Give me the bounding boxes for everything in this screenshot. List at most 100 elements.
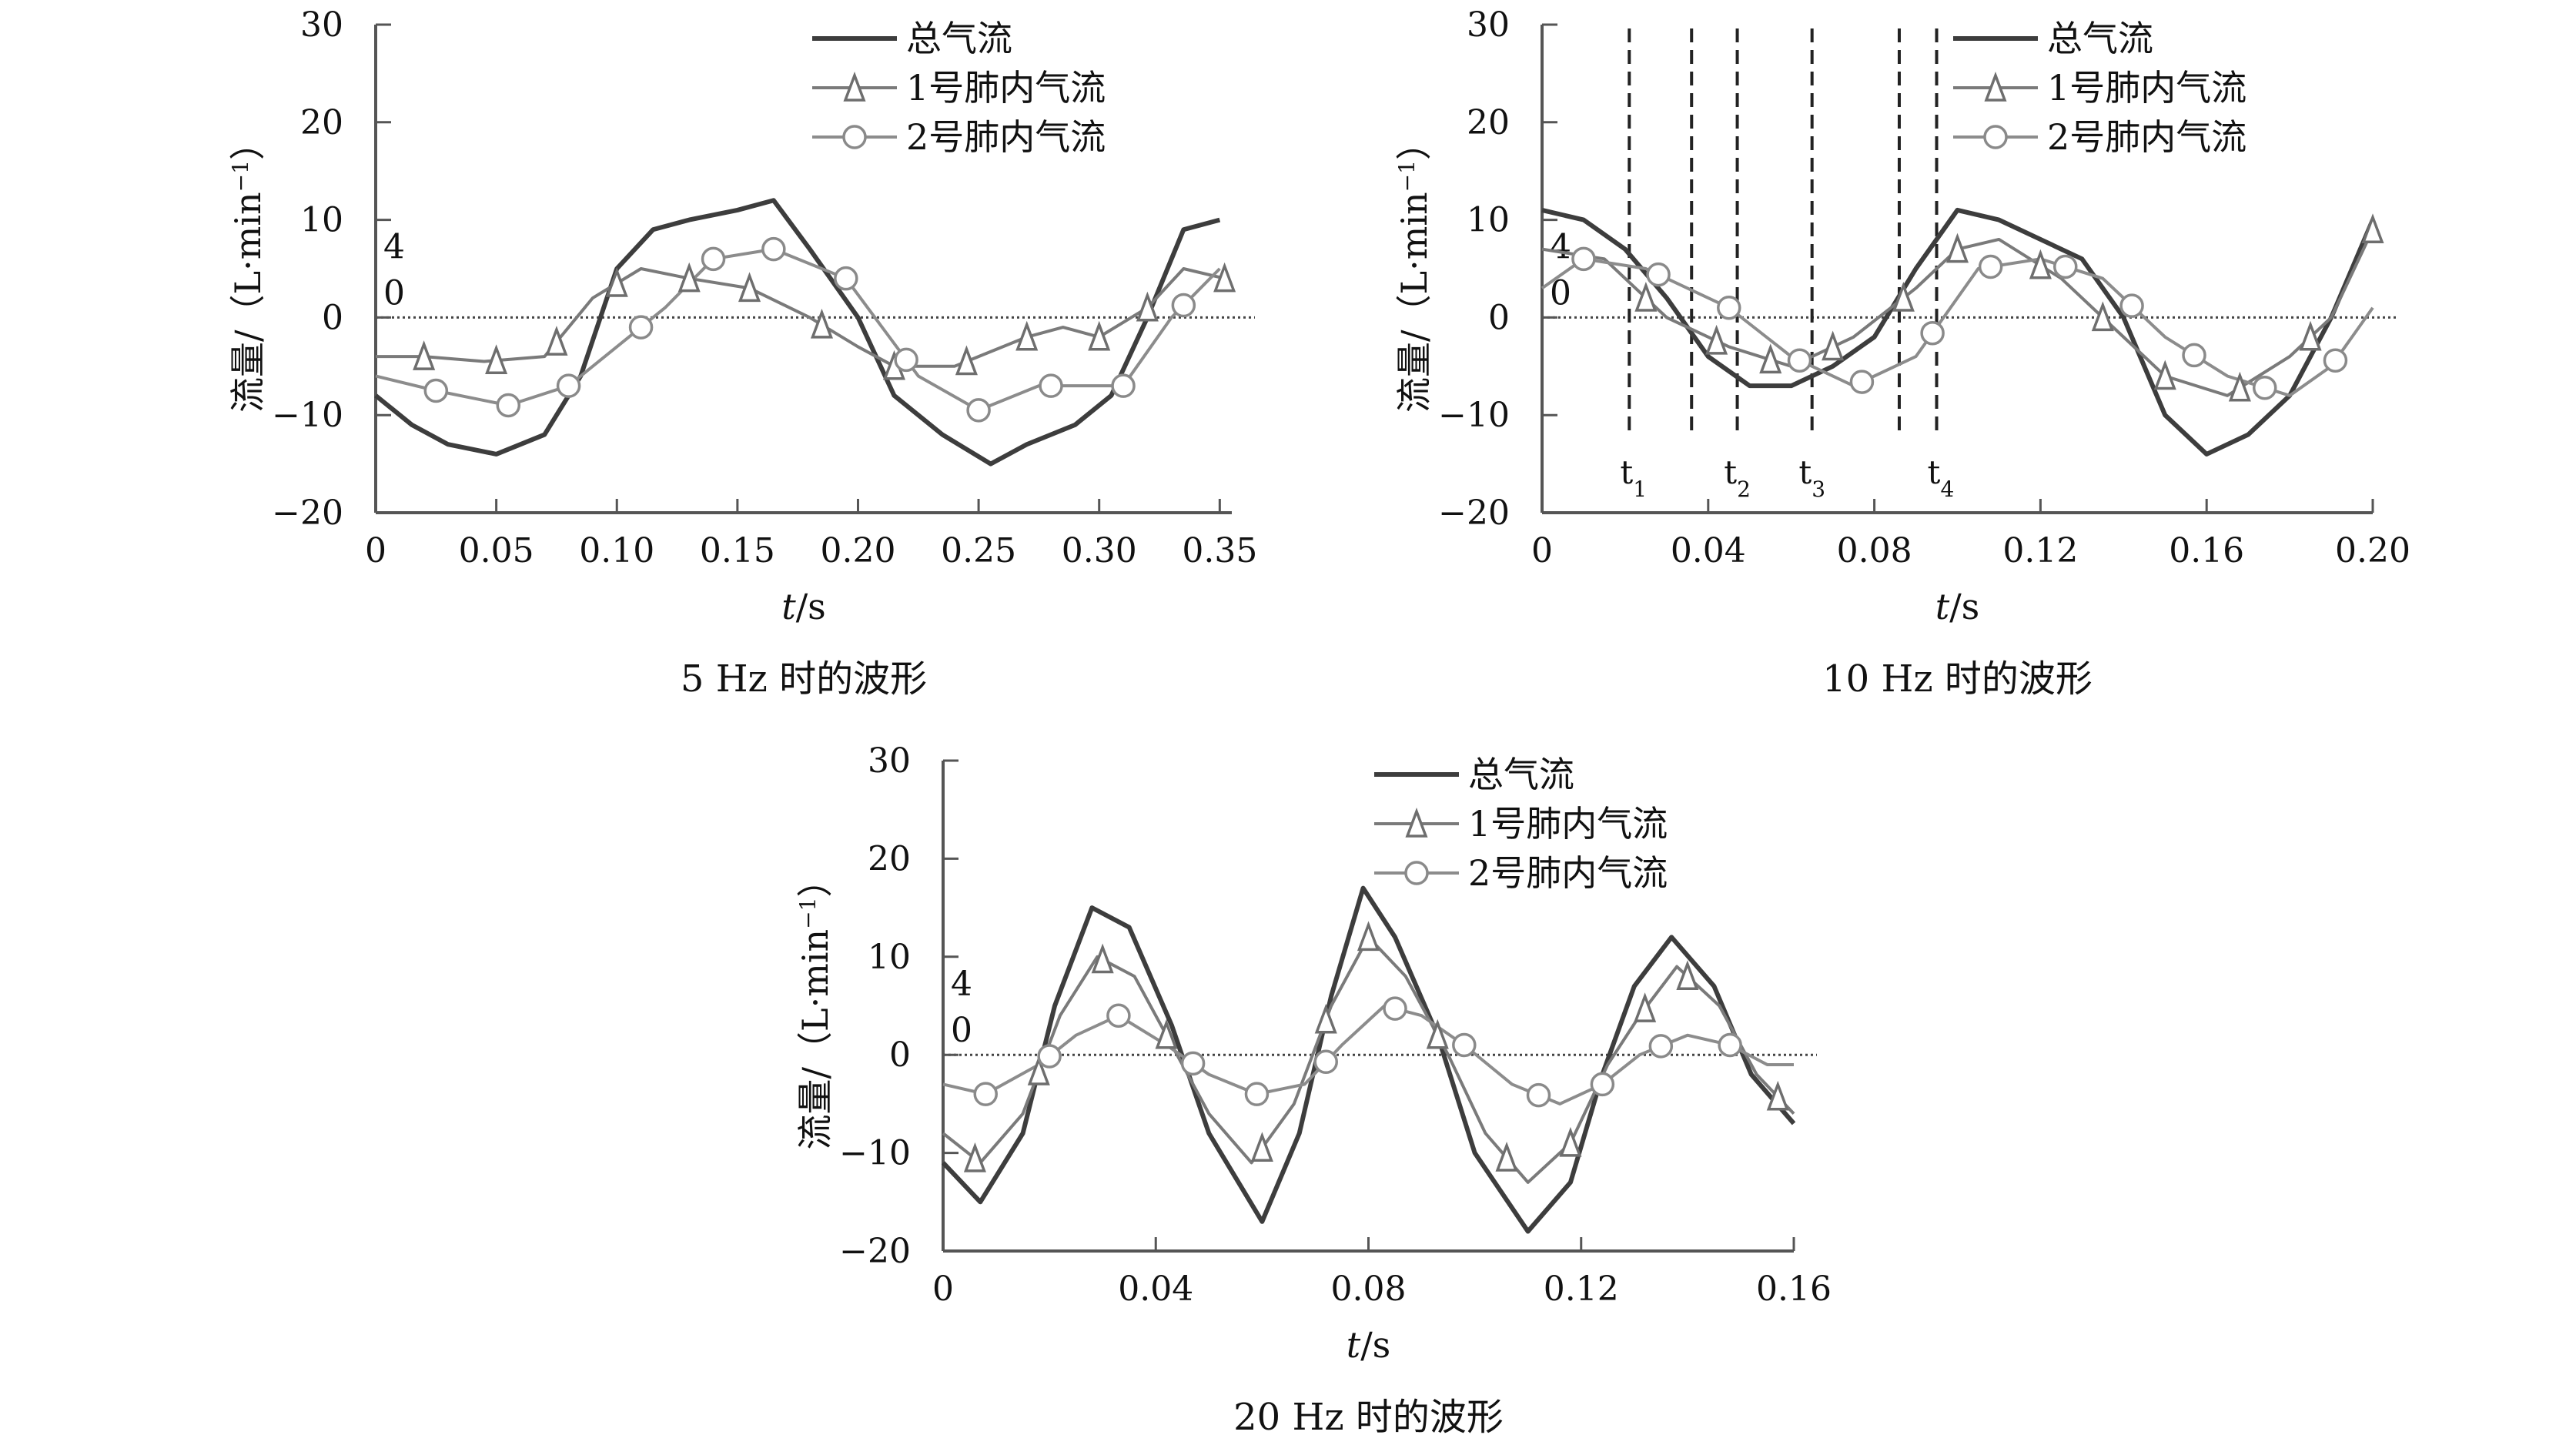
triangle-marker: [1015, 320, 1039, 351]
x-tick-label: 0.08: [1837, 531, 1912, 570]
y-tick-label: −20: [1438, 493, 1510, 533]
triangle-marker: [1088, 320, 1111, 351]
triangle-marker: [1155, 1019, 1178, 1049]
legend-item: 1号肺内气流: [1374, 803, 1668, 845]
y-axis-label: 流量/（L·min−1）: [795, 862, 836, 1150]
triangle-marker: [1822, 330, 1845, 361]
legend-label: 2号肺内气流: [906, 116, 1106, 158]
time-marker-label-base: t: [1620, 453, 1633, 491]
legend-item: 2号肺内气流: [1374, 852, 1668, 894]
legend-item: 2号肺内气流: [1953, 116, 2246, 158]
series-line-3: [375, 247, 1221, 412]
legend-label: 总气流: [906, 18, 1012, 59]
x-tick-label: 0.04: [1671, 531, 1746, 570]
legend-label: 2号肺内气流: [2047, 116, 2246, 158]
series-line-2: [942, 935, 1795, 1184]
x-tick-label: 0.12: [1544, 1269, 1619, 1309]
time-marker-label-sub: 2: [1737, 476, 1751, 501]
triangle-marker: [1357, 921, 1380, 952]
circle-marker: [423, 378, 449, 403]
x-tick-label: 0: [1531, 531, 1553, 570]
triangle-marker: [1676, 960, 1699, 991]
legend-label: 1号肺内气流: [2047, 67, 2246, 109]
y-tick-label: 30: [300, 5, 343, 45]
stray-label: 4: [951, 965, 972, 1004]
chart-caption: 20 Hz 时的波形: [1233, 1396, 1504, 1435]
circle-marker: [1180, 1051, 1206, 1076]
legend-item: 总气流: [1374, 754, 1574, 795]
x-axis-label-unit: /s: [1949, 586, 1979, 627]
y-tick-label: −10: [1438, 396, 1510, 435]
x-axis-label: t/s: [781, 586, 826, 627]
circle-marker: [2323, 348, 2348, 373]
y-tick-label: −20: [272, 493, 343, 533]
triangle-marker: [2091, 301, 2114, 332]
triangle-marker: [1250, 1132, 1273, 1162]
x-axis-label-var: t: [1347, 1324, 1361, 1366]
triangle-marker: [1892, 282, 1915, 312]
chart-caption: 5 Hz 时的波形: [681, 657, 927, 701]
chart-caption: 10 Hz 时的波形: [1822, 657, 2093, 701]
triangle-marker: [1634, 992, 1657, 1022]
y-tick-label: −10: [272, 396, 343, 435]
x-tick-label: 0.10: [579, 531, 654, 570]
x-axis-label-var: t: [781, 586, 796, 627]
x-tick-label: 0.25: [941, 531, 1016, 570]
legend-label: 总气流: [2047, 18, 2153, 59]
y-tick-label: 10: [1467, 201, 1510, 240]
triangle-marker: [2153, 360, 2176, 390]
legend-item: 总气流: [1953, 18, 2153, 59]
circle-marker: [1383, 996, 1407, 1021]
x-tick-label: 0.04: [1118, 1269, 1193, 1309]
circle-marker: [1313, 1049, 1338, 1075]
circle-marker: [1978, 254, 2003, 279]
time-marker-label-base: t: [1928, 453, 1941, 491]
circle-marker: [1717, 295, 1741, 320]
circle-marker: [894, 347, 918, 373]
circle-marker: [2252, 375, 2277, 400]
series-line-1: [941, 885, 1796, 1234]
legend-triangle-icon: [1984, 72, 2007, 102]
triangle-marker: [810, 308, 834, 339]
x-tick-label: 0.20: [820, 531, 895, 570]
legend-label: 1号肺内气流: [1468, 803, 1668, 845]
time-marker-label: t3: [1798, 453, 1825, 502]
circle-marker: [1039, 373, 1063, 398]
time-marker-label-sub: 3: [1812, 476, 1825, 501]
triangle-marker: [1027, 1055, 1050, 1085]
circle-marker: [1111, 373, 1136, 398]
y-tick-label: 0: [889, 1035, 911, 1075]
x-tick-label: 0.15: [700, 531, 775, 570]
x-tick-label: 0.30: [1062, 531, 1137, 570]
x-axis-label-var: t: [1935, 586, 1950, 627]
circle-marker: [701, 246, 726, 272]
stray-label: 0: [383, 274, 405, 313]
stray-label: 4: [1550, 228, 1571, 267]
x-tick-label: 0.35: [1182, 531, 1257, 570]
circle-marker: [834, 266, 858, 291]
y-tick-label: 30: [868, 741, 911, 781]
triangle-marker: [2228, 371, 2251, 402]
triangle-marker: [545, 326, 568, 356]
legend-triangle-icon: [1405, 808, 1428, 838]
legend-label: 总气流: [1468, 754, 1574, 795]
circle-marker: [1526, 1082, 1551, 1108]
stray-label: 0: [951, 1011, 972, 1050]
legend-item: 1号肺内气流: [1953, 67, 2246, 109]
x-axis-label-unit: /s: [1360, 1324, 1390, 1366]
x-tick-label: 0.16: [1756, 1269, 1832, 1309]
triangle-marker: [1759, 343, 1782, 374]
triangle-marker: [1559, 1126, 1582, 1157]
y-axis-label-sup: −1: [228, 160, 253, 192]
triangle-marker: [677, 262, 701, 293]
x-tick-label: 0.05: [459, 531, 534, 570]
time-marker-label: t4: [1928, 453, 1955, 502]
y-axis-label: 流量/（L·min−1）: [227, 125, 269, 413]
circle-marker: [1171, 293, 1196, 318]
circle-marker: [1718, 1032, 1742, 1058]
series-line-2: [1541, 229, 2374, 397]
y-tick-label: 20: [1467, 103, 1510, 142]
triangle-marker: [605, 267, 628, 297]
circle-marker: [1787, 348, 1812, 373]
